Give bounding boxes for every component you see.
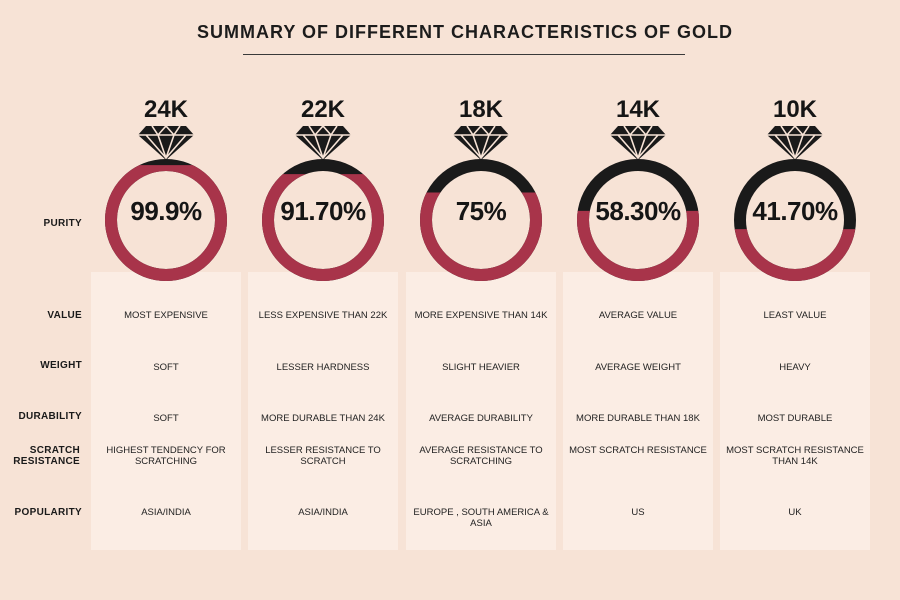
row-label-weight: WEIGHT	[40, 360, 82, 371]
purity-ring	[105, 159, 227, 281]
cell-durability: MORE DURABLE THAN 18K	[576, 413, 700, 424]
cell-weight: SLIGHT HEAVIER	[442, 362, 520, 373]
column-background	[720, 272, 870, 550]
cell-scratch: AVERAGE RESISTANCE TO SCRATCHING	[419, 445, 543, 467]
cell-scratch: HIGHEST TENDENCY FOR SCRATCHING	[106, 445, 226, 467]
cell-weight: LESSER HARDNESS	[276, 362, 370, 373]
purity-ring	[577, 159, 699, 281]
cell-popularity: ASIA/INDIA	[141, 507, 191, 518]
cell-weight: HEAVY	[779, 362, 811, 373]
row-label-value: VALUE	[47, 310, 82, 321]
page-title: SUMMARY OF DIFFERENT CHARACTERISTICS OF …	[197, 22, 733, 42]
diamond-icon	[610, 124, 666, 161]
purity-value: 91.70%	[280, 196, 366, 226]
cell-scratch: LESSER RESISTANCE TO SCRATCH	[265, 445, 381, 467]
diamond-icon	[767, 124, 823, 161]
column-background	[563, 272, 713, 550]
row-label-popularity: POPULARITY	[14, 507, 82, 518]
cell-value: LEAST VALUE	[763, 310, 827, 321]
ring-gold-segment	[262, 174, 384, 281]
cell-value: AVERAGE VALUE	[598, 310, 678, 321]
karat-label: 22K	[300, 96, 346, 123]
cell-popularity: UK	[788, 507, 802, 518]
cell-value: MOST EXPENSIVE	[124, 310, 208, 321]
ring-gold-segment	[105, 165, 227, 281]
column-background	[406, 272, 556, 550]
title-divider	[243, 54, 685, 55]
purity-ring	[420, 159, 542, 281]
cell-durability: MOST DURABLE	[757, 413, 833, 424]
cell-durability: SOFT	[153, 413, 179, 424]
purity-value: 41.70%	[752, 196, 838, 226]
cell-durability: AVERAGE DURABILITY	[429, 413, 533, 424]
karat-label: 10K	[772, 96, 818, 123]
diamond-icon	[138, 124, 194, 161]
diamond-icon	[453, 124, 509, 161]
cell-value: MORE EXPENSIVE THAN 14K	[414, 310, 548, 321]
column-background	[248, 272, 398, 550]
purity-value: 58.30%	[595, 196, 681, 226]
cell-durability: MORE DURABLE THAN 24K	[261, 413, 385, 424]
purity-value: 99.9%	[130, 196, 202, 226]
cell-popularity: US	[631, 507, 645, 518]
ring-gold-segment	[734, 229, 856, 281]
row-label-durability: DURABILITY	[18, 411, 82, 422]
purity-ring	[262, 159, 384, 281]
column-background	[91, 272, 241, 550]
karat-label: 18K	[458, 96, 504, 123]
cell-value: LESS EXPENSIVE THAN 22K	[258, 310, 388, 321]
purity-value: 75%	[455, 196, 507, 226]
cell-popularity: ASIA/INDIA	[298, 507, 348, 518]
cell-popularity: EUROPE , SOUTH AMERICA & ASIA	[413, 507, 549, 529]
karat-label: 24K	[143, 96, 189, 123]
purity-ring	[734, 159, 856, 281]
karat-label: 14K	[615, 96, 661, 123]
cell-scratch: MOST SCRATCH RESISTANCE THAN 14K	[726, 445, 864, 467]
row-label-purity: PURITY	[43, 218, 82, 229]
row-label-scratch-resistance: SCRATCH RESISTANCE	[13, 445, 80, 467]
diamond-icon	[295, 124, 351, 161]
cell-weight: AVERAGE WEIGHT	[595, 362, 681, 373]
cell-scratch: MOST SCRATCH RESISTANCE	[569, 445, 707, 456]
cell-weight: SOFT	[153, 362, 179, 373]
ring-gold-segment	[420, 192, 542, 281]
ring-gold-segment	[577, 210, 699, 281]
